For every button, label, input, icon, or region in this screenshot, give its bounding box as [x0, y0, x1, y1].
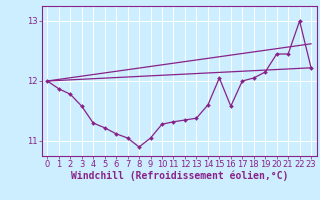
X-axis label: Windchill (Refroidissement éolien,°C): Windchill (Refroidissement éolien,°C) [70, 171, 288, 181]
